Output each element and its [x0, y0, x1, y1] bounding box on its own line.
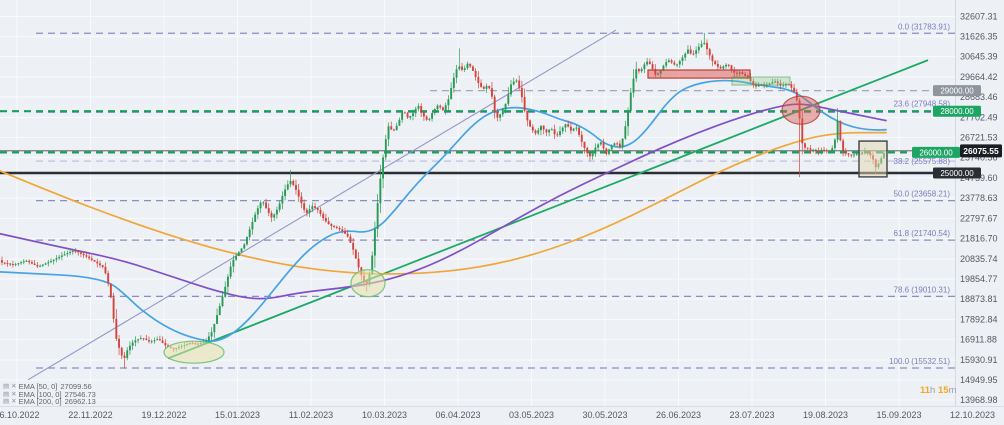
date-label: 23.07.2023 — [729, 410, 775, 420]
indicator-remove-icon[interactable]: ✕ — [11, 398, 17, 405]
indicator-legend: ▤ ✕ EMA [50, 0] 27099.56 ▤ ✕ EMA [100, 0] … — [3, 383, 96, 406]
date-label: 11.02.2023 — [288, 410, 334, 420]
countdown-hours: 11 — [920, 385, 931, 396]
ema-200-line — [0, 131, 887, 275]
ascending-channel-line[interactable] — [27, 29, 617, 381]
fib-level-label: 50.0 (23658.21) — [894, 190, 951, 199]
price-tick-label: 17892.84 — [960, 314, 998, 324]
resistance-zone-red[interactable] — [647, 69, 751, 79]
chart-background — [0, 0, 1004, 406]
price-line-label: 28000.00 — [940, 107, 974, 116]
countdown-minutes: 15 — [937, 385, 949, 396]
price-tick-label: 19854.77 — [960, 274, 998, 284]
price-line-label-box — [933, 85, 981, 97]
indicator-label: EMA [200, 0] — [18, 397, 62, 406]
price-tick-label: 26721.53 — [960, 133, 998, 143]
indicator-settings-icon[interactable]: ▤ — [3, 390, 10, 398]
ema-100-line — [0, 103, 887, 300]
current-price-label: 26075.55 — [963, 146, 999, 156]
watch-box[interactable] — [858, 140, 888, 178]
price-line-label-box — [933, 105, 981, 117]
fib-level-label: 38.2 (25575.88) — [894, 157, 951, 166]
indicator-settings-icon[interactable]: ▤ — [3, 383, 10, 390]
accumulation-ellipse-1[interactable] — [163, 340, 225, 364]
date-label: 15.01.2023 — [214, 410, 261, 420]
indicator-value: 27099.56 — [60, 382, 92, 391]
price-tick-label: 20835.74 — [960, 254, 998, 264]
price-axis[interactable] — [955, 0, 1004, 406]
countdown-minutes-unit: m — [948, 385, 957, 396]
price-line-label-box — [933, 167, 981, 179]
price-tick-label: 16911.88 — [960, 335, 997, 345]
price-tick-label: 31626.35 — [960, 32, 998, 42]
legend-row-ema50: ▤ ✕ EMA [50, 0] 27099.56 — [3, 383, 96, 391]
fib-level-label: 0.0 (31783.91) — [898, 22, 950, 31]
time-axis[interactable]: 26.10.2022 22.11.2022 19.12.2022 15.01.2023… — [0, 406, 1004, 425]
chart-plot-area[interactable]: 0.0 (31783.91) 23.6 (27948.58) 38.2 (25575… — [0, 0, 1004, 406]
countdown-hours-unit: h — [930, 385, 936, 396]
price-line-label-box — [912, 146, 960, 158]
indicator-value: 27546.73 — [64, 389, 96, 399]
indicator-remove-icon[interactable]: ✕ — [11, 390, 17, 398]
price-tick-label: 32607.31 — [960, 11, 998, 21]
price-tick-label: 25740.56 — [960, 153, 998, 163]
indicator-settings-icon[interactable]: ▤ — [3, 398, 10, 405]
date-label: 10.03.2023 — [361, 410, 408, 420]
fib-level-label: 23.6 (27948.58) — [894, 99, 951, 108]
date-label: 26.10.2022 — [0, 410, 40, 420]
price-tick-label: 18873.81 — [960, 294, 998, 304]
price-tick-label: 14949.95 — [960, 375, 998, 385]
fib-level-label: 61.8 (21740.54) — [894, 229, 951, 238]
price-tick-label: 29664.42 — [960, 72, 998, 82]
price-line-label: 29000.00 — [940, 87, 974, 96]
indicator-label: EMA [100, 0] — [18, 389, 62, 399]
price-tick-label: 30645.39 — [960, 52, 998, 62]
ascending-support-trendline[interactable] — [167, 59, 929, 360]
session-countdown: 11h 15m — [920, 385, 956, 396]
date-label: 15.09.2023 — [876, 410, 922, 420]
breakdown-ellipse-red[interactable] — [781, 95, 821, 125]
date-label: 12.10.2023 — [949, 410, 996, 420]
indicator-label: EMA [50, 0] — [18, 382, 58, 391]
price-line-label: 25000.00 — [940, 169, 974, 178]
date-label: 26.06.2023 — [655, 410, 702, 420]
date-label: 06.04.2023 — [435, 410, 481, 420]
date-label: 03.05.2023 — [508, 410, 555, 420]
indicator-value: 26962.13 — [64, 397, 96, 406]
date-label: 19.12.2022 — [141, 410, 187, 420]
price-tick-label: 21816.70 — [960, 234, 998, 244]
indicator-remove-icon[interactable]: ✕ — [11, 383, 17, 390]
ema-50-line — [0, 79, 887, 342]
legend-row-ema200: ▤ ✕ EMA [200, 0] 26962.13 — [3, 398, 96, 406]
price-tick-label: 23778.63 — [960, 193, 998, 203]
fib-level-label: 100.0 (15532.51) — [889, 357, 950, 366]
price-tick-label: 13968.98 — [960, 395, 998, 405]
date-label: 30.05.2023 — [582, 410, 628, 420]
legend-row-ema100: ▤ ✕ EMA [100, 0] 27546.73 — [3, 389, 96, 399]
date-label: 19.08.2023 — [802, 410, 849, 420]
fib-level-label: 78.6 (19010.31) — [894, 285, 951, 294]
date-label: 22.11.2022 — [68, 410, 113, 420]
price-tick-label: 28683.46 — [960, 92, 998, 102]
price-line-label: 26000.00 — [919, 148, 953, 157]
accumulation-ellipse-2[interactable] — [350, 269, 386, 298]
price-tick-label: 22797.67 — [960, 213, 998, 223]
supply-zone-green[interactable] — [731, 76, 791, 86]
price-tick-label: 27702.49 — [960, 112, 998, 122]
price-tick-label: 15930.91 — [960, 355, 998, 365]
current-price-label-box — [960, 144, 1002, 158]
